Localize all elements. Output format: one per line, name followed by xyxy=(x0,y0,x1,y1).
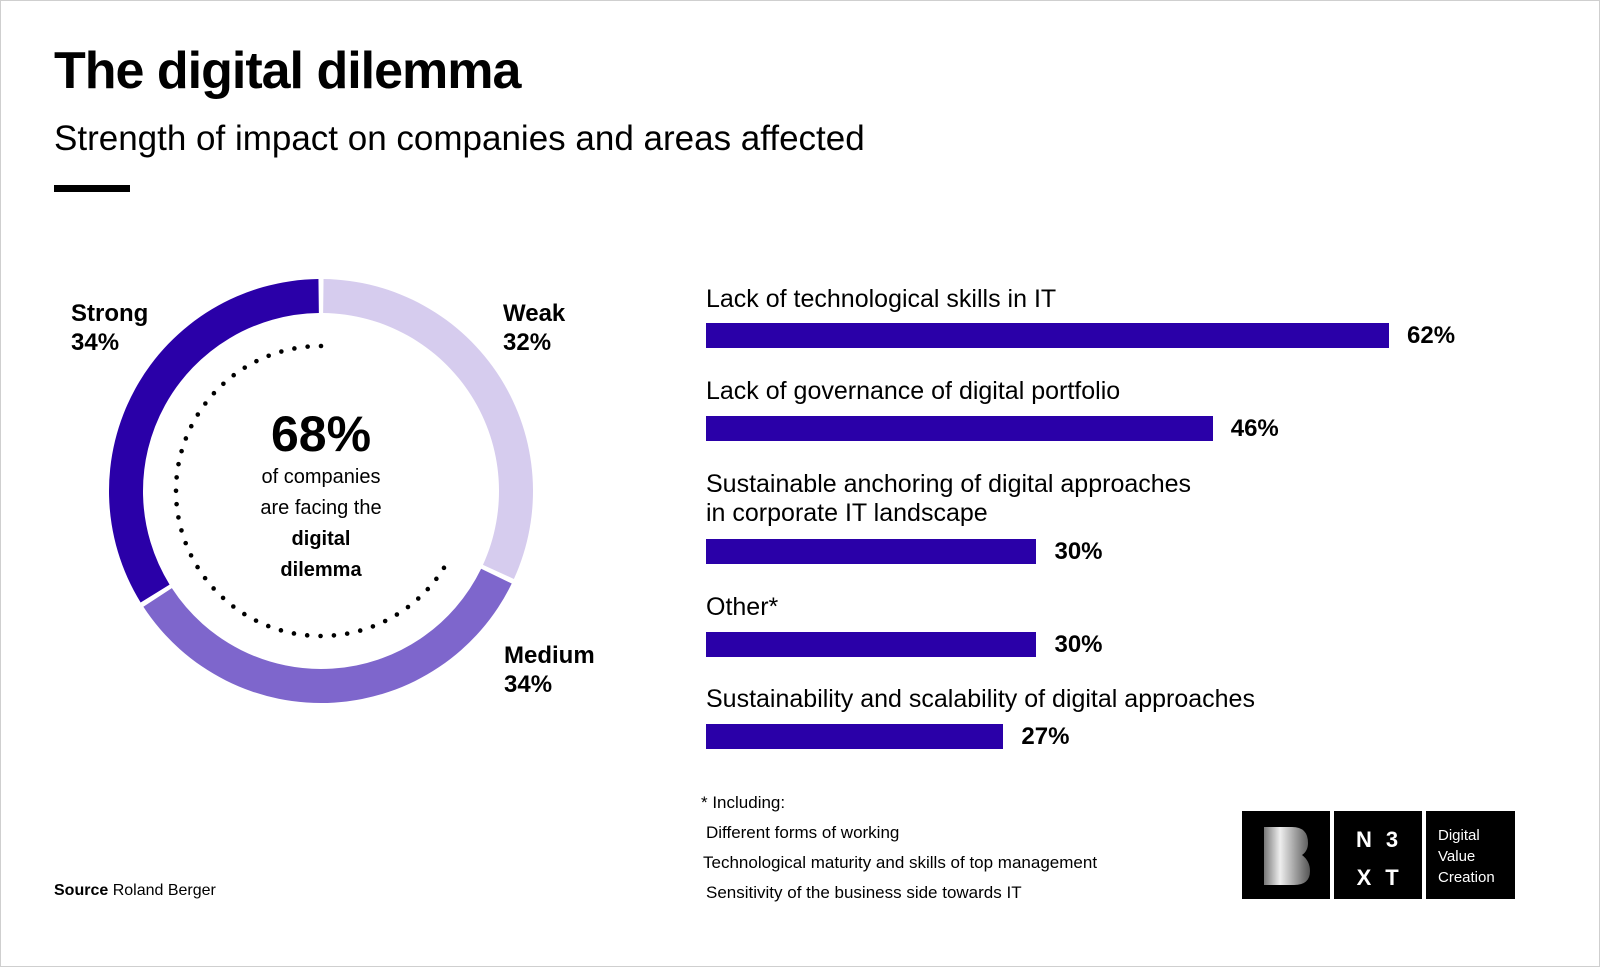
dotted-arc-dot xyxy=(425,586,431,592)
dotted-arc-dot xyxy=(254,358,259,364)
bar xyxy=(706,724,1004,749)
dotted-arc-dot xyxy=(203,401,208,406)
source: Source Roland Berger xyxy=(54,882,216,899)
dotted-arc-dot xyxy=(231,372,236,378)
dotted-arc-dot xyxy=(220,595,226,601)
logo-text: Digital Value Creation xyxy=(1426,811,1515,899)
dotted-arc-dot xyxy=(183,540,188,546)
dotted-arc-dot xyxy=(183,436,189,441)
bar-value-label: 30% xyxy=(1054,538,1103,565)
dotted-arc-dot xyxy=(291,631,297,636)
dotted-arc-dot xyxy=(394,612,400,617)
dotted-arc-dot xyxy=(188,553,194,558)
dotted-arc-dot xyxy=(242,611,247,617)
donut-center-text: 68% of companies are facing the digital … xyxy=(260,406,382,581)
dotted-arc-dot xyxy=(434,576,439,582)
dotted-arc-dot xyxy=(382,618,388,624)
dotted-arc-dot xyxy=(415,596,421,601)
donut-slice-medium xyxy=(143,568,512,704)
donut-slice-weak xyxy=(323,279,533,579)
dotted-arc-dot xyxy=(176,515,181,520)
bar-value-label: 30% xyxy=(1054,631,1103,658)
dotted-arc-dot xyxy=(174,475,179,480)
dotted-arc-dot xyxy=(231,604,236,609)
logo-b xyxy=(1242,811,1330,899)
dotted-arc-dot xyxy=(278,628,284,633)
label-weak: Weak 32% xyxy=(503,300,566,356)
dotted-arc-dot xyxy=(195,412,201,417)
dotted-arc-dot xyxy=(179,448,184,454)
dotted-arc-dot xyxy=(292,346,297,351)
dotted-arc-dot xyxy=(188,423,194,429)
dotted-arc-dot xyxy=(211,390,217,396)
dotted-arc-dot xyxy=(357,628,363,633)
dotted-arc-dot xyxy=(253,618,259,623)
title-rule xyxy=(54,185,130,192)
bar xyxy=(706,632,1037,657)
dotted-arc-dot xyxy=(174,501,179,507)
dotted-arc-dot xyxy=(202,575,208,581)
dotted-arc-dot xyxy=(370,624,376,629)
dotted-arc-dot xyxy=(405,604,411,610)
bar xyxy=(706,323,1389,348)
dotted-arc-dot xyxy=(331,633,337,638)
bar-label: Lack of technological skills in IT xyxy=(706,285,1057,313)
dotted-arc-dot xyxy=(221,381,226,387)
bar-label: Lack of governance of digital portfolio xyxy=(706,377,1121,405)
dotted-arc-dot xyxy=(305,344,310,349)
donut-chart xyxy=(108,279,533,704)
dotted-arc-dot xyxy=(242,365,248,370)
bar-label: Sustainability and scalability of digita… xyxy=(706,685,1255,713)
dotted-arc-dot xyxy=(318,633,323,639)
bar-label: Other* xyxy=(706,593,779,621)
dotted-arc-dot xyxy=(304,633,310,638)
dotted-arc-dot xyxy=(279,349,284,354)
bar-label: Sustainable anchoring of digital approac… xyxy=(706,470,1192,527)
page-subtitle: Strength of impact on companies and area… xyxy=(54,119,865,158)
dotted-arc-dot xyxy=(179,528,184,533)
footnote: * Including: Different forms of working … xyxy=(701,793,1098,902)
bar xyxy=(706,416,1213,441)
page-title: The digital dilemma xyxy=(54,42,521,100)
donut-slice-strong xyxy=(108,279,319,603)
bar-value-label: 27% xyxy=(1021,723,1070,750)
dotted-arc-dot xyxy=(318,343,324,349)
dotted-arc-dot xyxy=(344,631,350,636)
dotted-arc-dot xyxy=(195,564,200,570)
dotted-arc-dot xyxy=(441,565,447,571)
dotted-arc-dot xyxy=(173,488,179,494)
dotted-arc-dot xyxy=(211,586,216,591)
dotted-arc-dot xyxy=(176,461,181,467)
dotted-arc-dot xyxy=(265,623,271,629)
bar-value-label: 46% xyxy=(1230,415,1279,442)
label-medium: Medium 34% xyxy=(504,642,595,698)
bar xyxy=(706,539,1037,564)
label-strong: Strong 34% xyxy=(71,300,149,356)
dotted-arc-dot xyxy=(266,353,271,359)
bar-value-label: 62% xyxy=(1407,322,1456,349)
